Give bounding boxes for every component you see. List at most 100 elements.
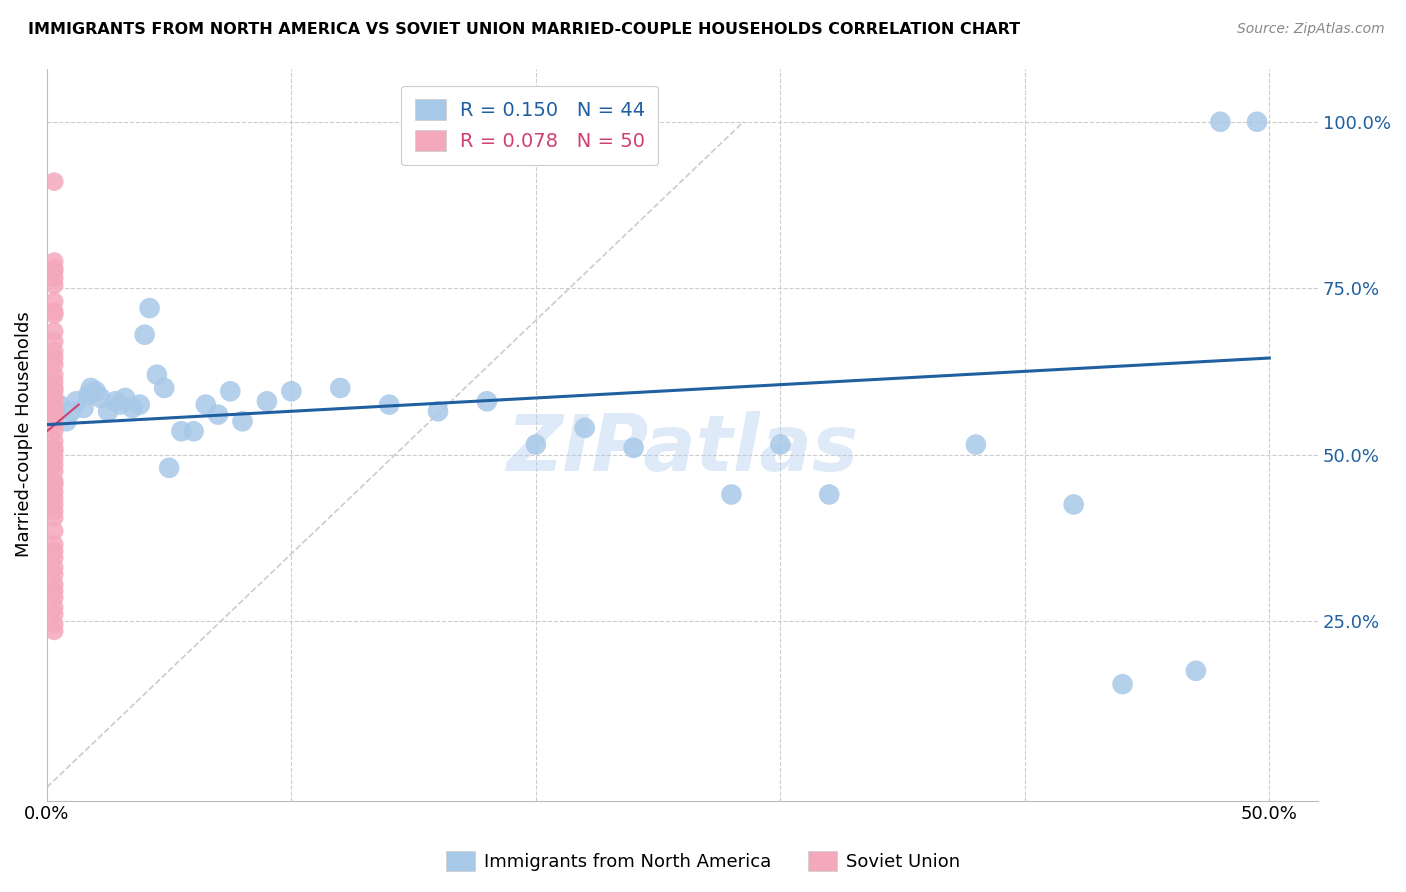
- Point: [72, 401, 94, 415]
- Point: [44, 277, 66, 292]
- Legend: R = 0.150   N = 44, R = 0.078   N = 50: R = 0.150 N = 44, R = 0.078 N = 50: [402, 86, 658, 165]
- Point: [44, 398, 66, 412]
- Point: [44, 264, 66, 278]
- Point: [44, 344, 66, 359]
- Point: [80, 381, 103, 395]
- Point: [219, 384, 242, 399]
- Y-axis label: Married-couple Households: Married-couple Households: [15, 311, 32, 558]
- Point: [134, 327, 156, 342]
- Point: [44, 617, 66, 632]
- Point: [44, 474, 66, 488]
- Point: [128, 398, 150, 412]
- Point: [77, 387, 100, 401]
- Point: [65, 394, 87, 409]
- Text: Source: ZipAtlas.com: Source: ZipAtlas.com: [1237, 22, 1385, 37]
- Point: [44, 175, 66, 189]
- Point: [44, 577, 66, 591]
- Point: [55, 414, 77, 428]
- Point: [44, 424, 66, 438]
- Point: [44, 567, 66, 582]
- Point: [157, 460, 180, 475]
- Point: [44, 391, 66, 405]
- Point: [44, 441, 66, 455]
- Point: [44, 537, 66, 551]
- Point: [427, 404, 450, 418]
- Point: [44, 624, 66, 638]
- Point: [138, 301, 160, 315]
- Point: [44, 477, 66, 491]
- Point: [44, 458, 66, 472]
- Point: [44, 491, 66, 505]
- Point: [524, 437, 547, 451]
- Point: [231, 414, 253, 428]
- Point: [44, 384, 66, 399]
- Point: [329, 381, 352, 395]
- Point: [44, 450, 66, 465]
- Point: [44, 498, 66, 512]
- Point: [44, 560, 66, 574]
- Point: [44, 304, 66, 318]
- Point: [97, 404, 120, 418]
- Legend: Immigrants from North America, Soviet Union: Immigrants from North America, Soviet Un…: [439, 844, 967, 879]
- Point: [44, 444, 66, 458]
- Point: [44, 294, 66, 309]
- Point: [44, 524, 66, 538]
- Point: [44, 381, 66, 395]
- Text: ZIPatlas: ZIPatlas: [506, 411, 859, 487]
- Point: [1209, 115, 1232, 129]
- Point: [44, 591, 66, 605]
- Point: [183, 424, 205, 438]
- Point: [194, 398, 217, 412]
- Point: [121, 401, 143, 415]
- Point: [44, 368, 66, 382]
- Point: [1246, 115, 1268, 129]
- Point: [90, 391, 112, 405]
- Point: [44, 308, 66, 322]
- Point: [44, 544, 66, 558]
- Point: [44, 334, 66, 349]
- Point: [170, 424, 193, 438]
- Point: [44, 504, 66, 518]
- Point: [378, 398, 401, 412]
- Point: [146, 368, 169, 382]
- Point: [44, 600, 66, 615]
- Point: [44, 464, 66, 478]
- Point: [60, 404, 83, 418]
- Point: [44, 411, 66, 425]
- Point: [623, 441, 645, 455]
- Point: [44, 254, 66, 268]
- Point: [44, 550, 66, 565]
- Point: [44, 271, 66, 285]
- Point: [44, 325, 66, 339]
- Point: [114, 391, 136, 405]
- Point: [153, 381, 176, 395]
- Point: [965, 437, 987, 451]
- Point: [44, 404, 66, 418]
- Point: [280, 384, 302, 399]
- Point: [104, 394, 127, 409]
- Point: [44, 484, 66, 499]
- Point: [818, 487, 841, 501]
- Point: [84, 384, 107, 399]
- Point: [1111, 677, 1133, 691]
- Point: [769, 437, 792, 451]
- Point: [475, 394, 498, 409]
- Point: [207, 408, 229, 422]
- Point: [48, 398, 70, 412]
- Point: [44, 584, 66, 599]
- Point: [574, 421, 596, 435]
- Point: [44, 374, 66, 388]
- Point: [44, 358, 66, 372]
- Point: [256, 394, 278, 409]
- Text: IMMIGRANTS FROM NORTH AMERICA VS SOVIET UNION MARRIED-COUPLE HOUSEHOLDS CORRELAT: IMMIGRANTS FROM NORTH AMERICA VS SOVIET …: [28, 22, 1021, 37]
- Point: [44, 351, 66, 365]
- Point: [44, 261, 66, 276]
- Point: [720, 487, 742, 501]
- Point: [44, 607, 66, 622]
- Point: [44, 417, 66, 432]
- Point: [110, 398, 132, 412]
- Point: [1063, 498, 1085, 512]
- Point: [44, 510, 66, 524]
- Point: [1185, 664, 1208, 678]
- Point: [44, 434, 66, 449]
